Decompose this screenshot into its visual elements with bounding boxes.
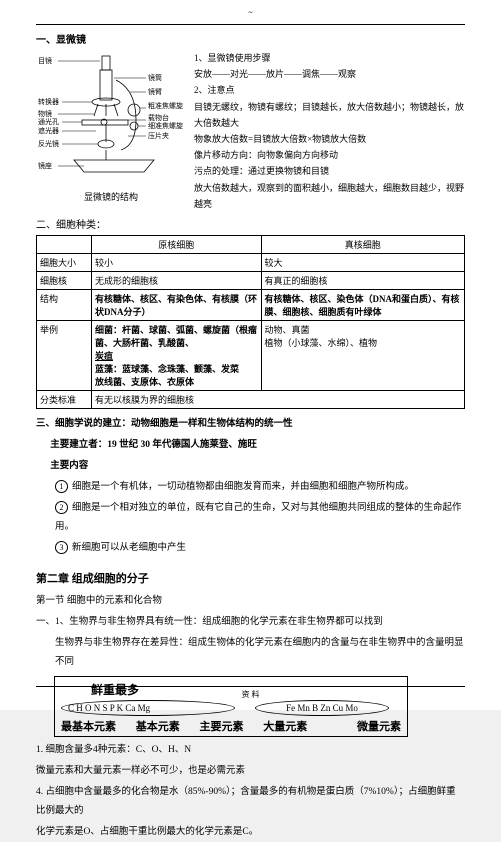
sec3-bullet-1: 1 细胞是一个有机体，一切动植物都由细胞发育而来，并由细胞和细胞产物所构成。 — [36, 478, 465, 497]
sec3-line-2: 主要内容 — [36, 457, 465, 476]
text: 细胞是一个相对独立的单位，既有它自己的生命，又对与其他细胞共同组成的整体的生命起… — [55, 503, 462, 532]
note-7: 污点的处理：通过更换物镜和目镜 — [194, 163, 465, 179]
cell: 动物、真菌 植物（小球藻、水绵）、植物 — [261, 320, 464, 390]
section-2-title: 二、细胞种类： — [36, 216, 465, 231]
microscope-figure: 目镜 转换器 物镜 通光孔 遮光器 反光镜 镜座 镜 — [36, 50, 186, 212]
footer-rule — [36, 686, 465, 687]
page-footer: 资 料 — [0, 684, 501, 700]
header-eukaryote: 真核细胞 — [261, 235, 464, 253]
table-row: 举例 细菌：杆菌、球菌、弧菌、螺旋菌（根瘤菌、大肠杆菌、乳酸菌、 炭疽 蓝藻：蓝… — [37, 320, 465, 390]
header-prokaryote: 原核细胞 — [92, 235, 262, 253]
table-row: 细胞核 无成形的细胞核 有真正的细胞核 — [37, 271, 465, 289]
note-5: 物象放大倍数=目镜放大倍数×物镜放大倍数 — [194, 131, 465, 147]
note-6: 像片移动方向：向物象偏向方向移动 — [194, 147, 465, 163]
microscope-notes: 1、显微镜使用步骤 安放——对光——放片——调焦——观察 2、注意点 目镜无螺纹… — [194, 50, 465, 212]
cell: 细菌：杆菌、球菌、弧菌、螺旋菌（根瘤菌、大肠杆菌、乳酸菌、 炭疽 蓝藻：蓝球藻、… — [92, 320, 262, 390]
label-coarse: 粗准焦螺旋 — [148, 101, 183, 110]
cell: 分类标准 — [37, 390, 92, 408]
text: 主要建立者：19 世纪 30 年代德国人施莱登、施旺 — [50, 440, 257, 450]
line-6: 化学元素是O、占细胞干重比例最大的化学元素是C。 — [36, 823, 465, 842]
label-arm: 镜臂 — [148, 87, 162, 96]
circled-2-icon: 2 — [55, 501, 68, 514]
line-4: 微量元素和大量元素一样必不可少，也是必需元素 — [36, 762, 465, 781]
ellipse-major: C H O N S P K Ca Mg — [61, 700, 235, 716]
label-trace: 微量元素 — [357, 718, 401, 734]
cell: 有核糖体、核区、染色体（DNA和蛋白质）、有核膜、细胞核、细胞质有叶绿体 — [261, 289, 464, 320]
table-row: 结构 有核糖体、核区、有染色体、有核膜（环状DNA分子） 有核糖体、核区、染色体… — [37, 289, 465, 320]
circled-1-icon: 1 — [55, 480, 68, 493]
label-most-basic: 最基本元素 — [61, 718, 116, 734]
section-1-title: 一、显微镜 — [36, 31, 465, 46]
cell: 较大 — [261, 253, 464, 271]
note-1: 1、显微镜使用步骤 — [194, 50, 465, 66]
label-clip: 压片夹 — [148, 131, 169, 140]
ellipse-trace: Fe Mn B Zn Cu Mo — [255, 700, 389, 716]
cell: 结构 — [37, 289, 92, 320]
section-3-title: 三、细胞学说的建立：动物细胞是一样和生物体结构的统一性 — [36, 415, 465, 434]
note-2: 安放——对光——放片——调焦——观察 — [194, 66, 465, 82]
label-eyepiece: 目镜 — [38, 56, 52, 65]
chapter-title: 第二章 组成细胞的分子 — [36, 570, 465, 586]
label-basic: 基本元素 — [136, 718, 180, 734]
text: 细胞是一个有机体，一切动植物都由细胞发育而来，并由细胞和细胞产物所构成。 — [72, 482, 414, 492]
cell-text: 细菌：杆菌、球菌、弧菌、螺旋菌（根瘤菌、大肠杆菌、乳酸菌、 — [95, 325, 257, 348]
label-base: 镜座 — [38, 161, 52, 170]
cell-text: 有核糖体、核区、染色体（DNA和蛋白质）、有核膜、细胞核、细胞质有叶绿体 — [265, 294, 460, 317]
cell-text: 动物、真菌 — [265, 323, 461, 336]
cell: 有核糖体、核区、有染色体、有核膜（环状DNA分子） — [92, 289, 262, 320]
text: 一、1、生物界与非生物界具有统一性：组成细胞的化学元素在非生物界都可以找到 — [36, 617, 383, 627]
label-main: 主要元素 — [200, 718, 244, 734]
cell: 举例 — [37, 320, 92, 390]
microscope-block: 目镜 转换器 物镜 通光孔 遮光器 反光镜 镜座 镜 — [36, 50, 465, 212]
line-1: 一、1、生物界与非生物界具有统一性：组成细胞的化学元素在非生物界都可以找到 — [36, 613, 465, 632]
line-3: 1. 细胞含量多4种元素：C、O、H、N — [36, 741, 465, 760]
line-2: 生物界与非生物界存在差异性：组成生物体的化学元素在细胞内的含量与在非生物界中的含… — [36, 634, 465, 672]
label-mirror: 反光镜 — [38, 139, 59, 148]
cell: 细胞大小 — [37, 253, 92, 271]
sec3-bullet-2: 2细胞是一个相对独立的单位，既有它自己的生命，又对与其他细胞共同组成的整体的生命… — [36, 499, 465, 537]
cell-text: 植物（小球藻、水绵）、植物 — [265, 336, 461, 349]
note-4: 目镜无螺纹，物镜有螺纹；目镜越长，放大倍数越小；物镜越长，放大倍数越大 — [194, 99, 465, 131]
cell-text: 蓝藻：蓝球藻、念珠藻、颤藻、发菜 — [95, 362, 258, 375]
cell: 较小 — [92, 253, 262, 271]
label-revolver: 转换器 — [38, 97, 59, 106]
footer-text: 资 料 — [242, 690, 260, 699]
top-rule — [36, 24, 465, 25]
table-row: 分类标准 有无以核膜为界的细胞核 — [37, 390, 465, 408]
label-fine: 细准焦螺旋 — [148, 121, 183, 130]
label-objective: 物镜 — [38, 109, 52, 118]
sec3-bullet-3: 3 新细胞可以从老细胞中产生 — [36, 539, 465, 558]
label-tube: 镜筒 — [148, 73, 162, 82]
label-diaphragm: 遮光器 — [38, 126, 59, 135]
sec3-line-1: 主要建立者：19 世纪 30 年代德国人施莱登、施旺 — [36, 436, 465, 455]
circled-3-icon: 3 — [55, 541, 68, 554]
label-stage: 载物台 — [148, 113, 169, 122]
cell: 细胞核 — [37, 271, 92, 289]
cell-text: 放线菌、支原体、衣原体 — [95, 375, 258, 388]
cell-text: 炭疽 — [95, 349, 258, 362]
subsection-1: 第一节 细胞中的元素和化合物 — [36, 592, 465, 611]
table-row: 原核细胞 真核细胞 — [37, 235, 465, 253]
cell-table: 原核细胞 真核细胞 细胞大小 较小 较大 细胞核 无成形的细胞核 有真正的细胞核… — [36, 235, 465, 409]
top-mark: ~ — [248, 8, 252, 17]
note-3: 2、注意点 — [194, 82, 465, 98]
note-8: 放大倍数越大，观察到的面积越小，细胞越大，细胞数目越少，视野越亮 — [194, 180, 465, 212]
label-aperture: 通光孔 — [38, 117, 59, 126]
microscope-caption: 显微镜的结构 — [36, 190, 186, 203]
table-row: 细胞大小 较小 较大 — [37, 253, 465, 271]
cell: 有真正的细胞核 — [261, 271, 464, 289]
text: 新细胞可以从老细胞中产生 — [72, 543, 186, 553]
cell: 无成形的细胞核 — [92, 271, 262, 289]
label-macro: 大量元素 — [263, 718, 307, 734]
cell: 有无以核膜为界的细胞核 — [92, 390, 465, 408]
line-5: 4. 占细胞中含量最多的化合物是水（85%-90%）；含量最多的有机物是蛋白质（… — [36, 783, 465, 821]
